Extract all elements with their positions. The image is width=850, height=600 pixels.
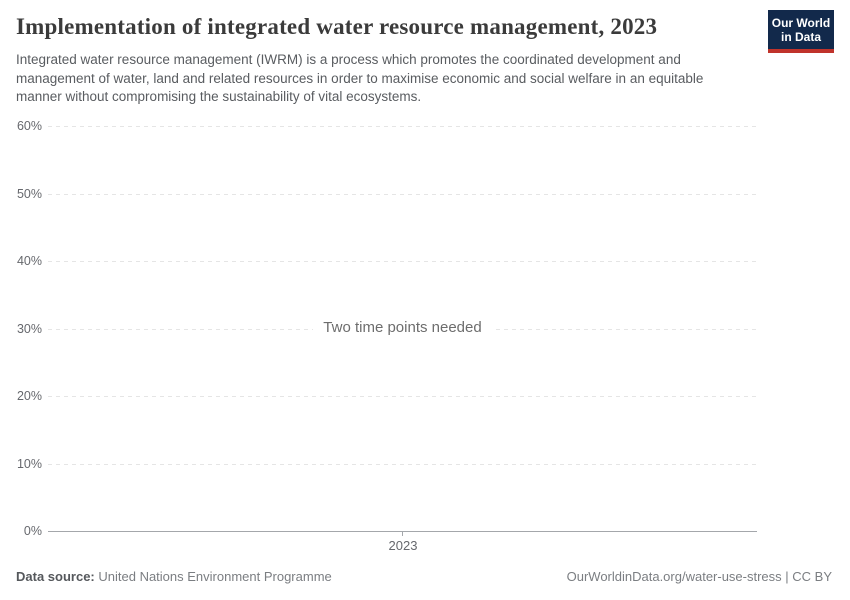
- data-source: Data source: United Nations Environment …: [16, 569, 332, 585]
- y-axis-tick-label: 10%: [16, 456, 42, 471]
- x-axis-line: [48, 531, 757, 532]
- y-gridline: [48, 463, 757, 465]
- attribution-link[interactable]: OurWorldinData.org/water-use-stress | CC…: [566, 569, 832, 584]
- data-source-value: United Nations Environment Programme: [98, 569, 332, 584]
- y-axis-tick-label: 30%: [16, 321, 42, 336]
- x-axis-tick-label: 2023: [388, 538, 418, 553]
- y-gridline: [48, 261, 757, 262]
- empty-chart-message-row: Two time points needed: [48, 317, 757, 339]
- y-gridline: [48, 193, 757, 195]
- y-axis-tick-label: 40%: [16, 254, 42, 268]
- y-axis-tick-label: 20%: [16, 389, 42, 403]
- empty-chart-message: Two time points needed: [313, 317, 492, 339]
- y-gridline: [48, 126, 757, 127]
- y-axis-tick-label: 60%: [16, 119, 42, 133]
- chart-subtitle: Integrated water resource management (IW…: [16, 52, 704, 104]
- y-gridline: [48, 396, 757, 397]
- data-source-label: Data source:: [16, 569, 95, 584]
- owid-logo-line2: in Data: [780, 29, 821, 44]
- chart-title: Implementation of integrated water resou…: [16, 14, 658, 39]
- y-axis-tick-label: 50%: [16, 186, 42, 201]
- chart-footer: Data source: United Nations Environment …: [16, 569, 832, 585]
- y-axis-tick-label: 0%: [23, 524, 42, 538]
- owid-logo-line1: Our World: [771, 15, 831, 30]
- owid-logo[interactable]: Our World in Data: [768, 10, 834, 53]
- x-axis-tick: [402, 532, 403, 536]
